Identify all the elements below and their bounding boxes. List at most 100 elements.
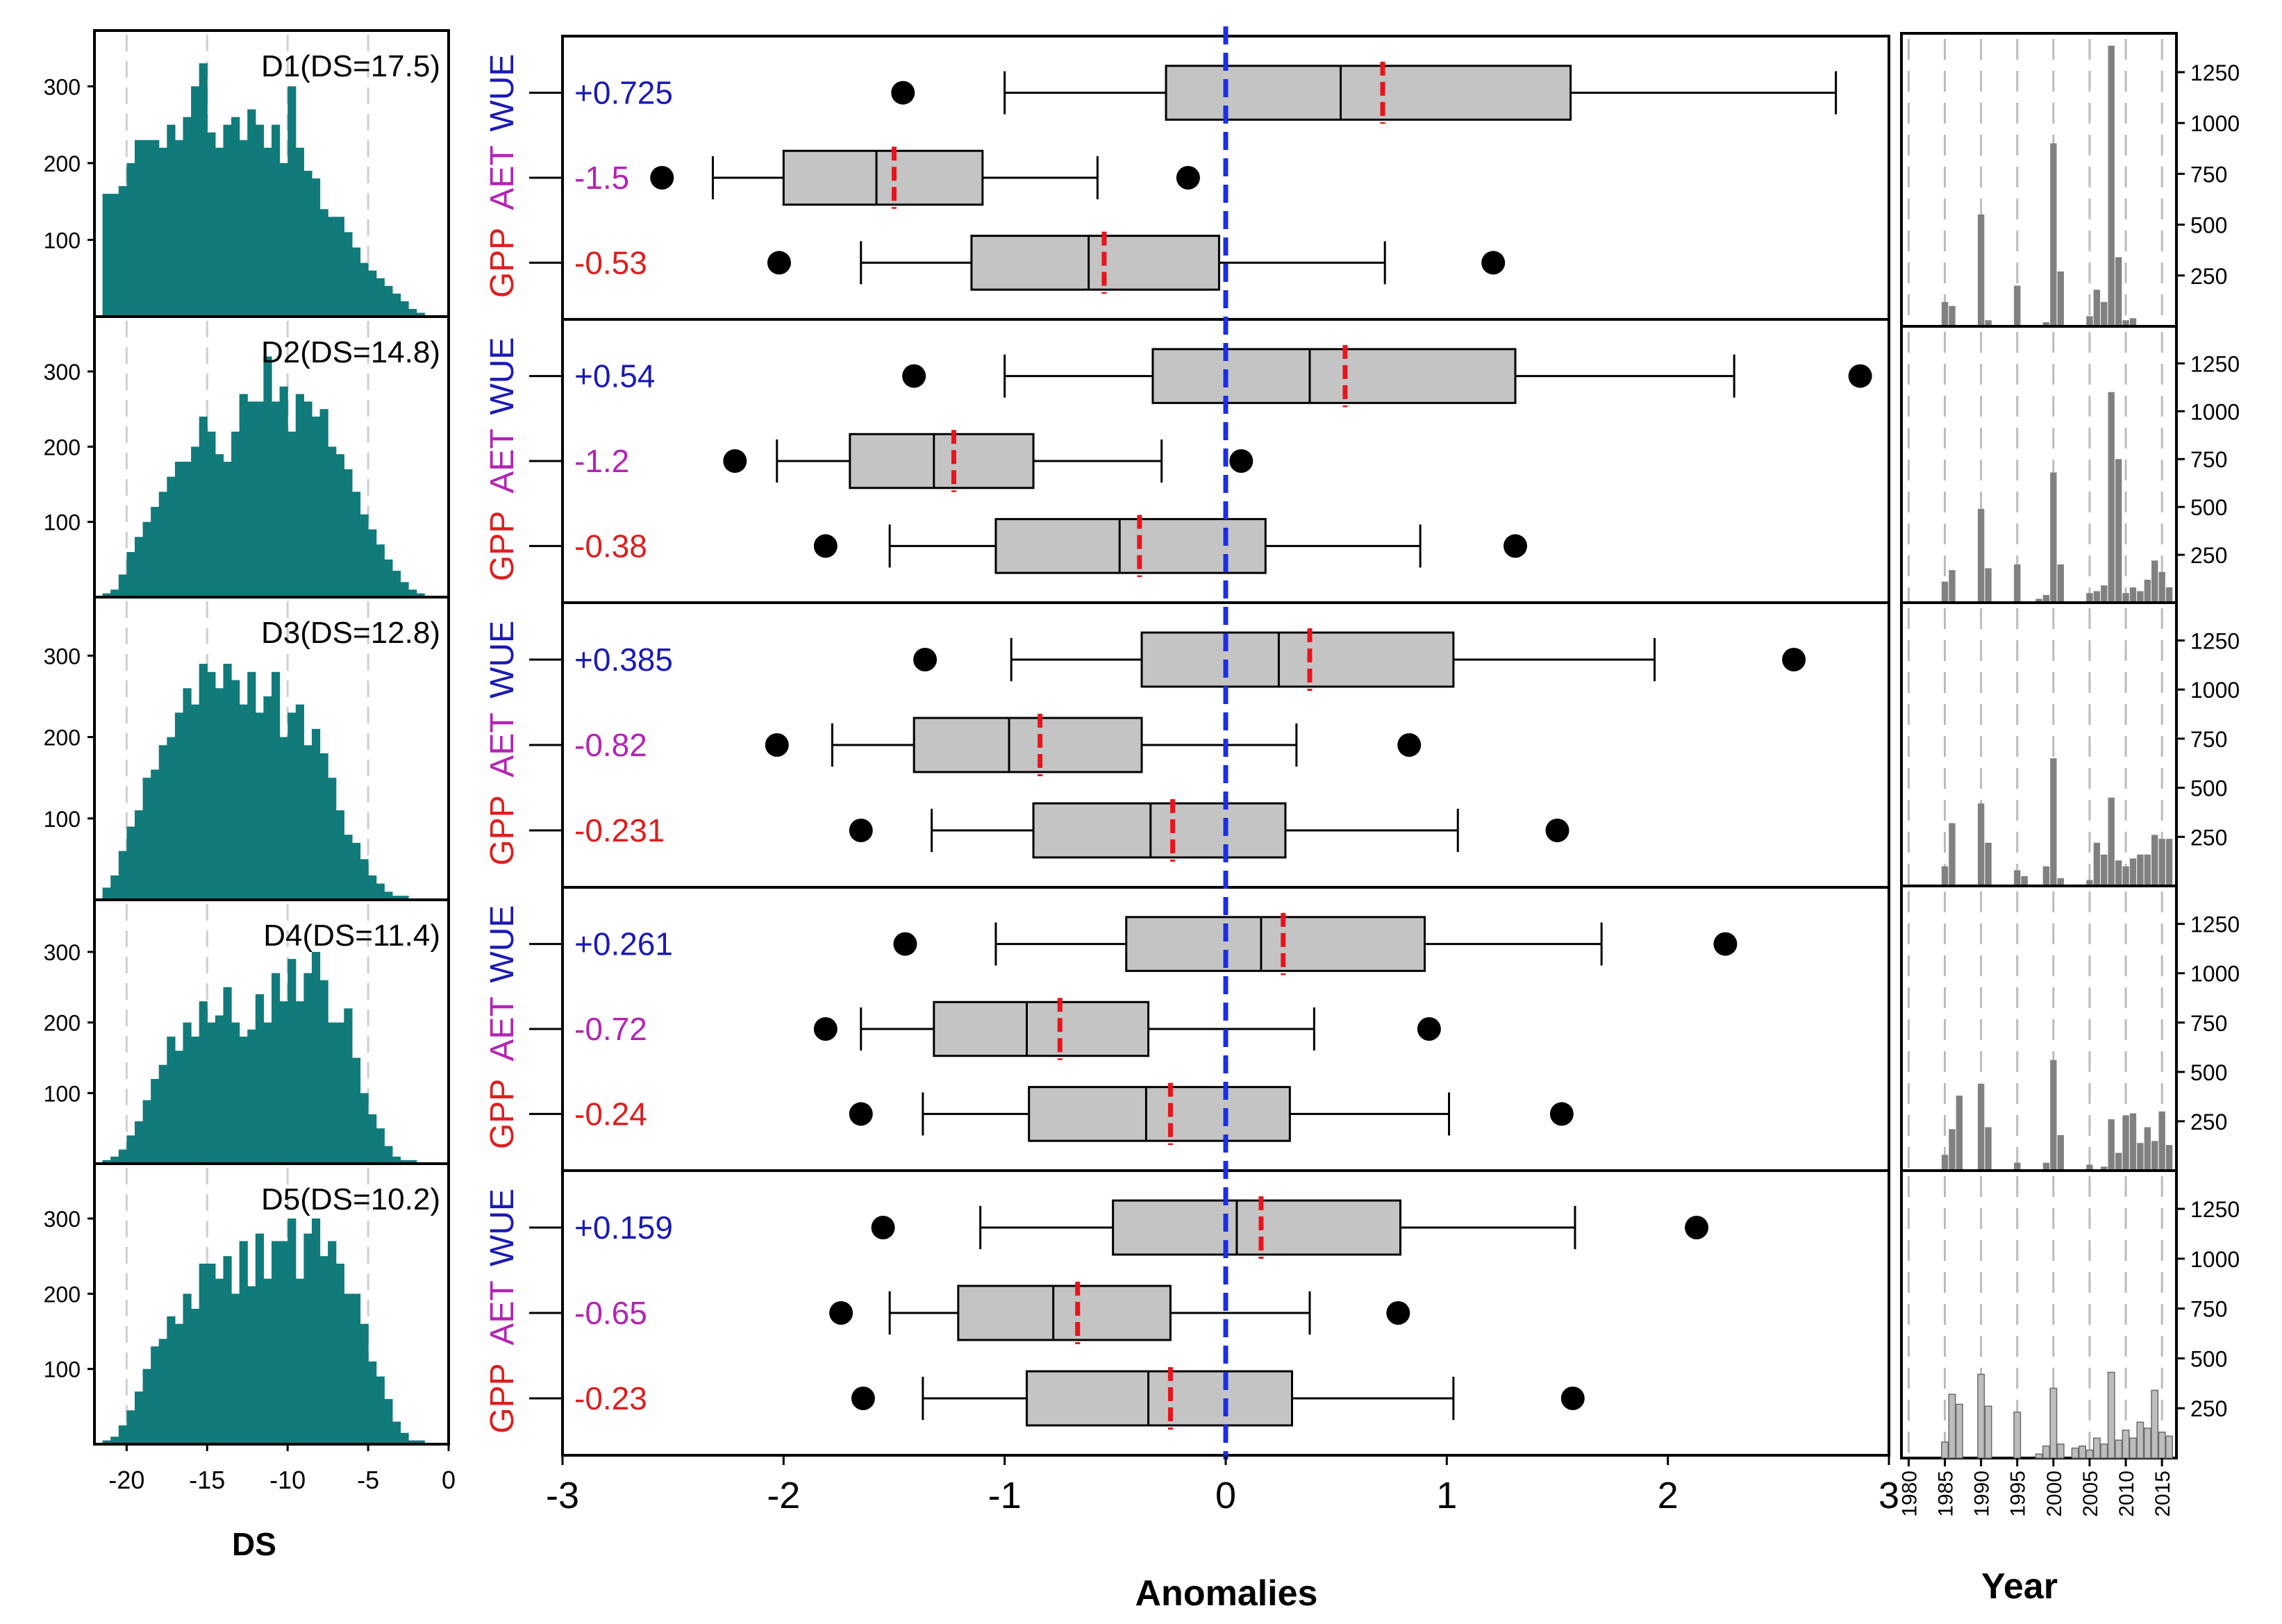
ds-histogram-bar (384, 1146, 393, 1164)
ds-histogram-bar (295, 1001, 304, 1164)
boxplot-aet: AET -0.65 (484, 1280, 1410, 1346)
ds-histogram-bar (223, 987, 232, 1164)
ds-histogram-bar (158, 1064, 167, 1164)
ds-histogram-bar (408, 308, 417, 317)
outlier-point (849, 1102, 873, 1126)
mean-value-label: +0.725 (574, 75, 673, 111)
year-bar (1977, 1083, 1985, 1171)
year-bar (2042, 322, 2050, 326)
ds-xtick-label: 0 (442, 1466, 456, 1494)
year-panel-frame (1900, 325, 2178, 604)
anomaly-xtick-label: 2 (1658, 1475, 1679, 1516)
ds-histogram-bar (335, 1022, 344, 1164)
iqr-box (1112, 1199, 1401, 1256)
boxplot-aet: AET -0.72 (484, 996, 1441, 1062)
year-bar (2093, 290, 2101, 326)
year-bar (2050, 472, 2057, 603)
ds-histogram-bar (167, 124, 176, 317)
iqr-box (1165, 65, 1572, 121)
year-bar (2014, 285, 2021, 326)
year-bar (2086, 1164, 2093, 1171)
year-bar (1985, 1127, 1992, 1171)
year-bar (2108, 392, 2115, 603)
anomaly-xtick-label: 3 (1879, 1475, 1899, 1516)
ds-histogram-bar (344, 1294, 353, 1444)
ds-histogram-bar (272, 973, 281, 1164)
year-ytick-label: 1250 (2190, 628, 2240, 653)
ds-histogram-bar (151, 1346, 160, 1444)
mean-value-label: -1.5 (574, 160, 629, 196)
ds-histogram-bar (231, 1022, 240, 1164)
ds-histogram-bar (303, 1233, 313, 1444)
ds-xtick-label: -5 (357, 1466, 379, 1494)
series-label-gpp: GPP (484, 1363, 521, 1433)
ds-histogram-bar (167, 476, 176, 597)
ds-histogram-bar (126, 162, 135, 317)
year-panel: 250 500 750 1000 1250 (1900, 325, 2240, 604)
ds-histogram-bar (351, 247, 361, 317)
outlier-point (1549, 1102, 1574, 1126)
year-ytick-label: 1250 (2190, 60, 2240, 85)
ds-histogram-panel: 100 200 300 D2(DS=14.8) (44, 315, 450, 598)
year-bar (2122, 866, 2129, 886)
ds-ytick-label: 100 (44, 228, 81, 253)
outlier-point (813, 1017, 838, 1041)
ds-histogram-bar (303, 401, 313, 597)
year-ytick-label: 750 (2190, 1011, 2227, 1036)
ds-histogram-bar (255, 124, 265, 317)
year-ytick-label: 250 (2190, 1110, 2227, 1135)
ds-histogram-bar (142, 1100, 151, 1164)
boxplot-gpp: GPP -0.23 (484, 1363, 1585, 1434)
year-bar (2035, 598, 2042, 603)
ds-histogram-bar (392, 1156, 401, 1164)
mean-value-label: +0.159 (574, 1209, 673, 1246)
year-bar (2086, 593, 2093, 603)
ds-histogram-bar (360, 859, 369, 900)
ds-histogram-bar (384, 559, 393, 597)
ds-histogram-bar (191, 1309, 200, 1444)
ds-histogram-bar (303, 170, 313, 317)
ds-histogram-bar (392, 571, 401, 597)
ds-histogram-bar (174, 1050, 184, 1164)
ds-histogram-panel: 100 200 300 D5(DS=10.2) (44, 1162, 450, 1446)
year-bar (2100, 1443, 2108, 1459)
ds-histogram-bar (328, 1241, 337, 1444)
ds-histogram-bar (288, 959, 297, 1164)
year-bar (2144, 579, 2151, 603)
series-label-aet: AET (484, 1280, 521, 1345)
ds-histogram-bar (158, 147, 167, 317)
ds-histogram-bar (231, 117, 240, 317)
ds-histogram-bar (384, 891, 393, 900)
year-panel-frame (1900, 32, 2178, 328)
ds-histogram-bar (223, 124, 232, 317)
year-bar (2101, 1166, 2108, 1171)
year-bar (2158, 839, 2165, 886)
ds-histogram-bar (239, 394, 248, 597)
year-bar (2129, 587, 2137, 603)
year-xtick-label: 1980 (1898, 1471, 1921, 1517)
ds-panel-title: D3(DS=12.8) (261, 616, 440, 650)
year-bar (2129, 1113, 2137, 1171)
year-ytick-label: 1250 (2190, 351, 2240, 376)
ds-histogram-bar (335, 810, 344, 900)
year-bar (2151, 835, 2158, 886)
year-xtick-label: 2015 (2151, 1471, 2174, 1517)
ds-histogram-bar (408, 1440, 417, 1444)
ds-histogram-bar (288, 86, 297, 317)
ds-histogram-bar (118, 574, 127, 597)
outlier-point (1386, 1301, 1410, 1325)
iqr-box (1151, 348, 1517, 404)
ds-histogram-bar (416, 593, 425, 597)
outlier-point (829, 1301, 853, 1325)
year-bar (2014, 870, 2021, 886)
year-ytick-label: 750 (2190, 1297, 2227, 1322)
ds-histogram-bar (400, 1432, 409, 1444)
ds-histogram-bar (167, 1037, 176, 1164)
year-bar (2056, 1443, 2065, 1459)
year-bar (2042, 866, 2050, 886)
ds-histogram-bar (142, 778, 151, 900)
year-ytick-label: 500 (2190, 213, 2227, 238)
ds-histogram-bar (151, 507, 160, 597)
ds-histogram-bar (360, 262, 369, 317)
anomaly-xtick-label: -1 (988, 1475, 1022, 1516)
